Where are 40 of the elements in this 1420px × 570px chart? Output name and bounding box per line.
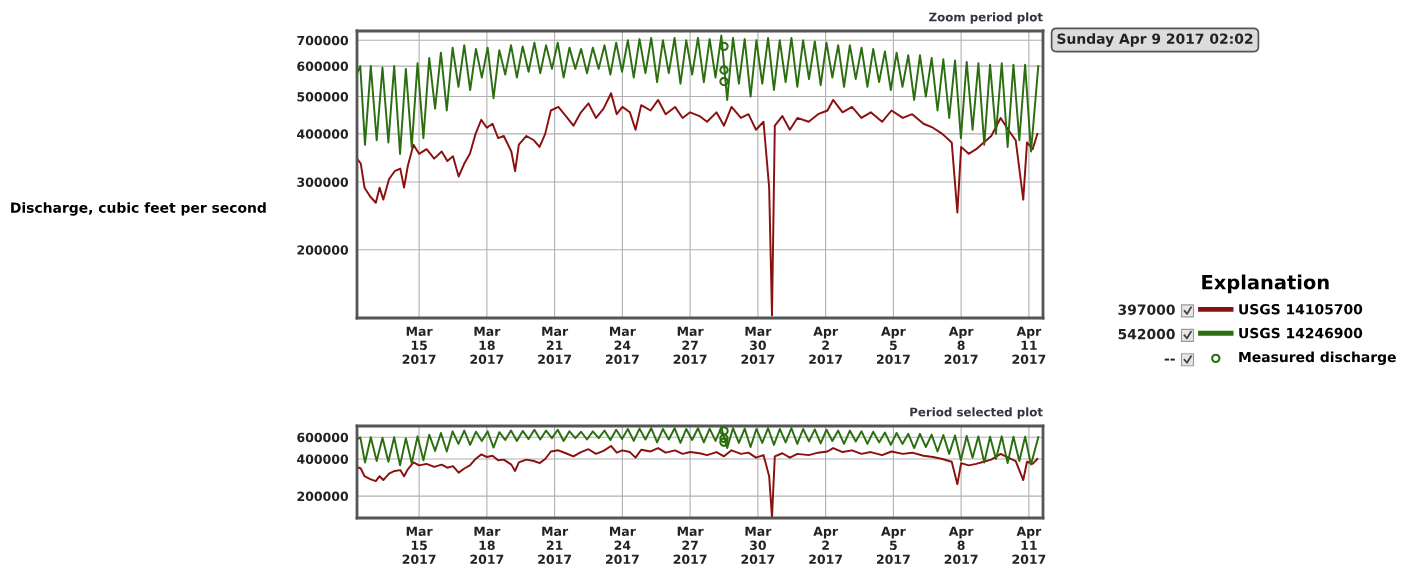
text: 397000 — [1118, 304, 1175, 315]
y-tick-label: 600000 — [297, 432, 349, 443]
x-tick-label: Mar 24 2017 — [605, 326, 639, 364]
y-tick-label: 600000 — [297, 61, 349, 71]
x-tick-label: Mar 21 2017 — [538, 526, 572, 564]
y-tick-label: 200000 — [297, 245, 349, 255]
legend-label: USGS 14246900 — [1239, 327, 1363, 339]
x-tick-label: Apr 11 2017 — [1012, 526, 1046, 564]
x-tick-label: Mar 18 2017 — [470, 326, 504, 364]
chart-title: Zoom period plot — [929, 12, 1043, 24]
x-tick-label: Apr 5 2017 — [876, 526, 910, 564]
x-tick-label: Apr 2 2017 — [809, 526, 843, 564]
x-tick-label: Apr 11 2017 — [1012, 326, 1046, 364]
x-tick-label: Mar 30 2017 — [741, 326, 775, 364]
x-tick-label: Mar 15 2017 — [402, 326, 436, 364]
x-tick-label: Mar 18 2017 — [470, 526, 504, 564]
x-tick-label: Mar 15 2017 — [402, 526, 436, 564]
legend-title: Explanation — [1202, 274, 1329, 294]
y-tick-label: 400000 — [297, 454, 349, 464]
x-tick-label: Mar 27 2017 — [673, 526, 707, 564]
x-tick-label: Mar 30 2017 — [741, 526, 775, 564]
x-tick-label: Mar 27 2017 — [673, 326, 707, 364]
x-tick-label: Mar 24 2017 — [605, 526, 639, 564]
legend-label: USGS 14105700 — [1239, 303, 1363, 315]
y-tick-label: 300000 — [297, 177, 349, 187]
x-tick-label: Apr 5 2017 — [876, 326, 910, 364]
x-tick-label: Mar 21 2017 — [538, 326, 572, 364]
text: 542000 — [1118, 328, 1175, 340]
y-tick-label: 500000 — [297, 92, 349, 102]
x-tick-label: Apr 8 2017 — [944, 326, 978, 364]
y-tick-label: 200000 — [297, 491, 349, 502]
y-axis-title: Discharge, cubic feet per second — [11, 202, 266, 216]
legend-label: Measured discharge — [1239, 351, 1396, 365]
text: Sunday Apr 9 2017 02:02 — [1057, 33, 1253, 47]
y-tick-label: 400000 — [297, 129, 349, 139]
x-tick-label: Apr 8 2017 — [944, 526, 978, 564]
x-tick-label: Apr 2 2017 — [809, 326, 843, 364]
y-tick-label: 700000 — [297, 35, 349, 46]
chart-title: Period selected plot — [910, 407, 1043, 419]
text: -- — [1164, 358, 1175, 361]
